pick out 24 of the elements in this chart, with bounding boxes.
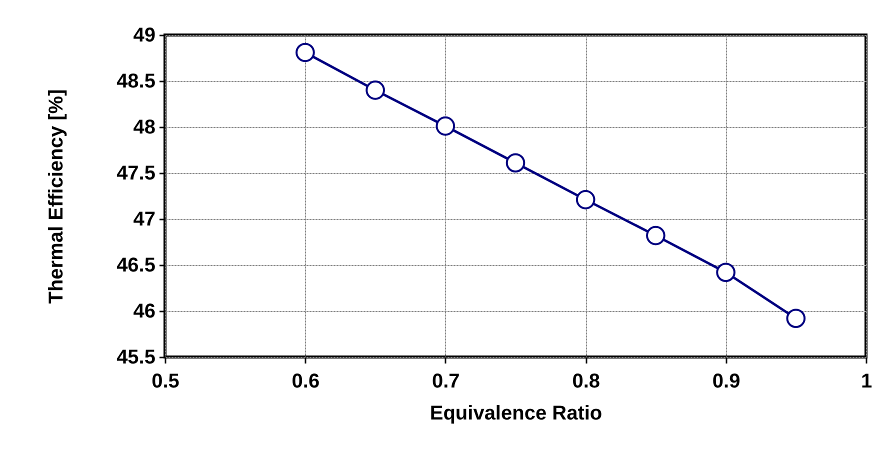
x-tick-label: 0.9 [712, 370, 740, 392]
y-axis-title: Thermal Efficiency [%] [46, 89, 68, 304]
y-tick-label: 47 [133, 208, 156, 230]
x-tick-label: 1 [860, 370, 872, 392]
point [296, 42, 315, 62]
point [436, 116, 456, 136]
x-axis-title: Equivalence Ratio [430, 402, 602, 424]
y-tick-label: 49 [133, 24, 156, 46]
y-tick-label: 47.5 [116, 162, 156, 184]
y-tick-label: 46.5 [116, 254, 156, 276]
x-tick-label: 0.5 [152, 370, 180, 392]
y-tick-label: 46 [133, 300, 156, 322]
point [366, 80, 385, 100]
x-tick-label: 0.6 [292, 370, 320, 392]
point [646, 226, 666, 246]
y-tick-label: 48 [133, 116, 156, 138]
x-tick-label: 0.7 [432, 370, 460, 392]
y-tick-label: 45.5 [116, 346, 156, 368]
y-tick-label: 48.5 [116, 70, 156, 92]
point [786, 308, 806, 328]
point [716, 262, 736, 282]
point [576, 190, 596, 210]
point [506, 153, 526, 173]
x-tick-label: 0.8 [572, 370, 600, 392]
